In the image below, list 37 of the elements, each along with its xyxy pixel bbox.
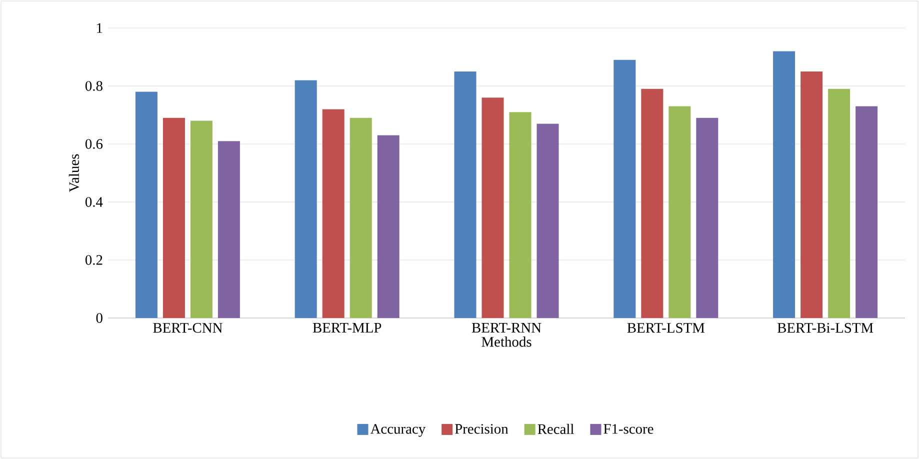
y-tick-label: 0 [96, 313, 102, 323]
bar [856, 106, 878, 318]
bar [614, 60, 636, 318]
bar [454, 71, 476, 318]
bar [162, 118, 185, 318]
y-tick-label: 0.2 [85, 255, 102, 265]
x-axis-title: Methods [482, 336, 532, 347]
bar [641, 88, 664, 318]
y-tick-label: 0.8 [85, 81, 102, 91]
bar [482, 98, 504, 318]
bar [800, 71, 823, 318]
bar [190, 120, 212, 318]
x-tick-label: BERT-RNN [472, 323, 542, 333]
legend-label: Precision [454, 424, 508, 434]
bar [294, 80, 317, 318]
y-tick-label: 0.4 [85, 197, 103, 207]
y-axis-title: Values [68, 154, 80, 192]
bar [668, 106, 691, 318]
bar [377, 135, 400, 318]
bar [773, 51, 796, 318]
x-tick-label: BERT-MLP [312, 323, 382, 333]
x-tick-label: BERT-LSTM [627, 323, 705, 333]
x-tick-label: BERT-CNN [153, 323, 222, 333]
legend-label: F1-score [604, 424, 654, 434]
x-tick-label: BERT-Bi-LSTM [777, 323, 874, 333]
bar [218, 141, 240, 318]
bar [509, 112, 532, 318]
bar [536, 124, 559, 318]
bar [322, 109, 344, 318]
y-tick-label: 1 [97, 23, 102, 33]
bar [696, 118, 718, 318]
legend-label: Recall [538, 424, 574, 434]
bar [350, 118, 372, 318]
y-tick-label: 0.6 [85, 139, 103, 149]
legend-label: Accuracy [370, 424, 426, 437]
bar [135, 92, 158, 318]
bar [828, 88, 850, 318]
